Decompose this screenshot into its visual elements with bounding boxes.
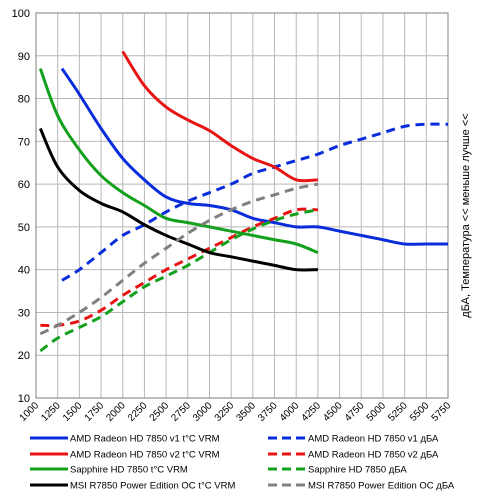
axes [35, 12, 449, 399]
series-line-2 [61, 122, 449, 282]
legend-label-6: Sapphire HD 7850 дБА [308, 465, 407, 476]
legend-label-1: AMD Radeon HD 7850 v1 t°C VRM [70, 434, 220, 445]
legend-label-5: Sapphire HD 7850 t°C VRM [70, 465, 188, 476]
legend-label-8: MSI R7850 Power Edition OC дБА [308, 481, 455, 492]
y-tick-label: 100 [12, 8, 30, 20]
legend-label-4: AMD Radeon HD 7850 v2 дБА [308, 450, 439, 461]
legend-label-3: AMD Radeon HD 7850 v2 t°C VRM [70, 450, 220, 461]
legend: AMD Radeon HD 7850 v1 t°C VRM AMD Radeon … [30, 434, 455, 492]
y-tick-label: 40 [18, 265, 30, 277]
series-line-5 [38, 68, 319, 254]
series-line-3 [121, 50, 318, 183]
series-line-1 [60, 67, 448, 246]
series-line-8 [39, 182, 319, 336]
legend-label-7: MSI R7850 Power Edition OC t°C VRM [70, 481, 235, 492]
y-tick-label: 50 [18, 222, 30, 234]
plot-frame [35, 12, 449, 399]
legend-label-2: AMD Radeon HD 7850 v1 дБА [308, 434, 439, 445]
y-tick-label: 20 [18, 350, 30, 362]
series-line-4 [40, 207, 318, 328]
y-tick-label: 90 [18, 51, 30, 63]
y-tick-label: 70 [18, 136, 30, 148]
y-axis-label: дБА, Температура << меньше лучше << [460, 113, 472, 317]
y-tick-label: 10 [18, 393, 30, 405]
series-line-6 [39, 208, 319, 353]
y-tick-label: 60 [18, 179, 30, 191]
series-lines [38, 50, 449, 353]
y-tick-label: 80 [18, 94, 30, 106]
y-tick-label: 30 [18, 307, 30, 319]
